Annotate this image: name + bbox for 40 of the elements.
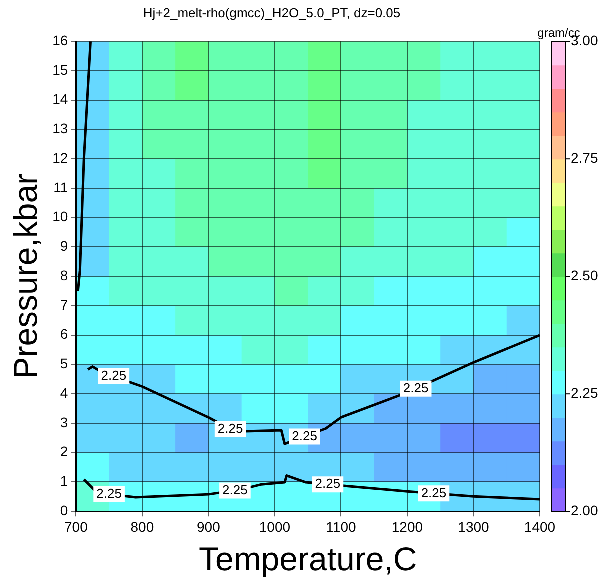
x-tick-label: 1300 xyxy=(458,518,490,535)
annotation: 2.25 xyxy=(218,420,244,436)
x-axis-title: Temperature,C xyxy=(198,540,418,578)
y-tick-label: 13 xyxy=(52,120,68,137)
annotation: 2.25 xyxy=(96,486,122,501)
y-tick-label: 0 xyxy=(60,502,68,518)
y-tick-label: 12 xyxy=(52,150,68,166)
y-tick-label: 6 xyxy=(60,326,68,342)
y-axis-title: Pressure,kbar xyxy=(6,174,44,380)
y-tick-label: 7 xyxy=(60,296,68,313)
y-tick-label: 14 xyxy=(52,91,68,108)
x-tick-label: 1200 xyxy=(392,518,424,535)
annotation: 2.25 xyxy=(403,380,429,396)
y-tick-label: 3 xyxy=(60,414,68,430)
annotation: 2.25 xyxy=(421,485,447,500)
annotation: 2.25 xyxy=(101,368,127,384)
y-tick-label: 4 xyxy=(60,384,68,401)
annotation: 2.25 xyxy=(292,428,318,444)
annotation: 2.25 xyxy=(222,482,248,498)
y-tick-label: 8 xyxy=(60,267,68,284)
y-tick-label: 11 xyxy=(54,179,68,196)
y-tick-label: 16 xyxy=(52,32,68,48)
x-tick-label: 900 xyxy=(197,518,221,535)
color-bar-label: 2.00 xyxy=(571,502,598,518)
y-tick-label: 5 xyxy=(60,356,68,372)
y-tick-label: 15 xyxy=(52,62,68,78)
y-tick-label: 2 xyxy=(60,444,68,460)
x-tick-label: 1100 xyxy=(326,518,356,535)
color-bar-label: 2.25 xyxy=(571,384,598,401)
x-tick-label: 1000 xyxy=(259,518,291,535)
color-bar-label: 2.75 xyxy=(571,150,598,166)
chart-title: Hj+2_melt-rho(gmcc)_H2O_5.0_PT, dz=0.05 xyxy=(143,5,401,20)
x-tick-label: 1400 xyxy=(524,518,556,535)
x-tick-label: 800 xyxy=(130,518,154,535)
annotation: 2.25 xyxy=(315,476,341,492)
y-tick-label: 10 xyxy=(52,208,68,225)
y-tick-label: 9 xyxy=(60,238,68,254)
color-bar-label: 2.50 xyxy=(571,267,598,284)
y-tick-label: 1 xyxy=(60,473,68,490)
x-tick-label: 700 xyxy=(64,518,88,535)
